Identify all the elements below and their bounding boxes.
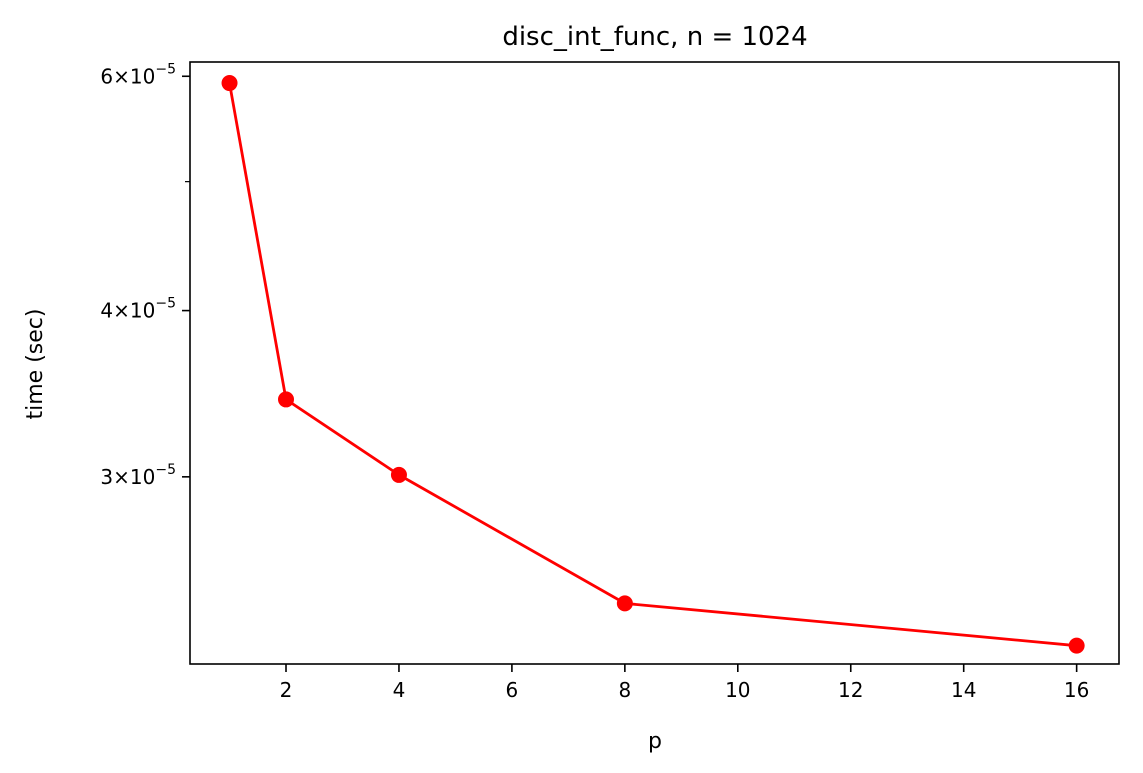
x-tick-label: 6 <box>506 678 519 702</box>
data-point <box>616 595 633 612</box>
data-point <box>390 466 407 483</box>
data-point <box>278 391 295 408</box>
y-axis-label: time (sec) <box>23 309 48 420</box>
x-tick-label: 10 <box>725 678 750 702</box>
y-tick-label: 6×10−5 <box>100 61 176 88</box>
x-tick-label: 16 <box>1064 678 1089 702</box>
series-line <box>228 82 1077 648</box>
data-point <box>221 75 238 92</box>
x-axis-label: p <box>648 729 662 754</box>
series-group <box>221 75 1085 654</box>
y-tick-label: 4×10−5 <box>100 296 176 323</box>
x-tick-label: 12 <box>838 678 863 702</box>
chart-title: disc_int_func, n = 1024 <box>502 22 807 52</box>
x-axis-ticks: 2 4 6 8 10 12 14 16 <box>280 664 1089 702</box>
x-tick-label: 14 <box>951 678 976 702</box>
x-tick-label: 4 <box>393 678 406 702</box>
y-axis-ticks: 3×10−5 4×10−5 6×10−5 <box>100 61 190 489</box>
data-point <box>1068 637 1085 654</box>
x-tick-label: 8 <box>618 678 631 702</box>
plot-frame <box>189 61 1120 665</box>
y-tick-label: 3×10−5 <box>100 462 176 489</box>
x-tick-label: 2 <box>280 678 293 702</box>
